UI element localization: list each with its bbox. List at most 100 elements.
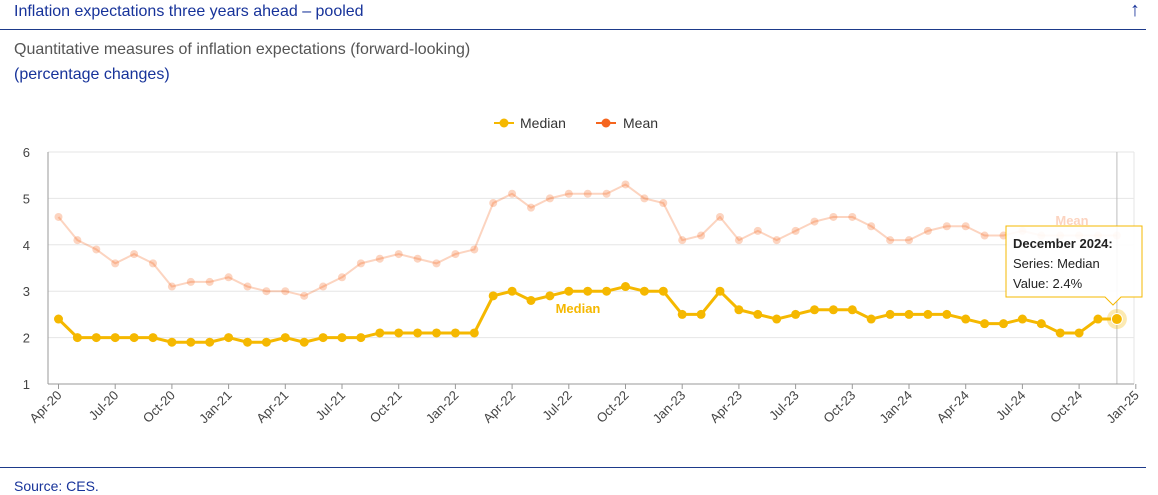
x-tick-label: Jul-23 xyxy=(766,388,802,424)
data-point-median xyxy=(923,309,933,319)
x-tick-label: Apr-21 xyxy=(253,388,291,426)
data-point-median xyxy=(526,295,536,305)
tooltip-value: Value: 2.4% xyxy=(1013,276,1083,291)
data-point-median xyxy=(110,333,120,343)
series-label-mean: Mean xyxy=(1055,213,1088,228)
data-point-median xyxy=(866,314,876,324)
x-tick-label: Oct-20 xyxy=(140,388,178,426)
data-point-median xyxy=(696,309,706,319)
data-point-mean xyxy=(829,212,838,221)
data-point-median xyxy=(980,319,990,329)
series-median: Median xyxy=(54,282,1127,347)
back-to-top-arrow-icon[interactable]: ↑ xyxy=(1130,0,1140,21)
data-point-median xyxy=(450,328,460,338)
data-point-mean xyxy=(583,189,592,198)
data-point-mean xyxy=(111,259,120,268)
data-point-median xyxy=(810,305,819,315)
data-point-mean xyxy=(281,287,290,296)
data-point-mean xyxy=(527,203,535,212)
x-tick-label: Oct-22 xyxy=(593,388,631,426)
x-tick-label: Apr-22 xyxy=(480,388,518,426)
x-tick-label: Oct-24 xyxy=(1047,388,1085,426)
chart-units: (percentage changes) xyxy=(14,66,170,83)
data-point-median xyxy=(639,286,649,296)
data-point-mean xyxy=(432,259,441,268)
data-point-mean xyxy=(149,259,157,268)
y-tick-label: 2 xyxy=(23,331,30,346)
x-tick-label: Apr-24 xyxy=(934,388,972,426)
y-tick-label: 6 xyxy=(23,145,30,160)
data-point-median xyxy=(488,291,498,301)
x-tick-label: Oct-23 xyxy=(820,388,858,426)
chart-grid xyxy=(47,151,1135,385)
data-point-mean xyxy=(734,236,743,245)
data-point-median xyxy=(621,282,630,292)
source-note: Source: CES. xyxy=(14,478,99,494)
data-point-median xyxy=(828,305,838,315)
x-tick-label: Apr-23 xyxy=(707,388,745,426)
chart-subtitle: Quantitative measures of inflation expec… xyxy=(14,41,471,58)
legend-label: Median xyxy=(520,115,566,131)
data-point-mean xyxy=(753,226,762,235)
data-point-median xyxy=(999,319,1008,329)
x-tick-label: Jul-22 xyxy=(539,388,575,424)
footer-divider xyxy=(0,467,1146,468)
data-point-mean xyxy=(980,231,989,240)
data-point-mean xyxy=(848,212,857,221)
data-point-mean xyxy=(564,189,573,198)
data-point-median xyxy=(54,314,63,324)
data-point-mean xyxy=(262,287,271,296)
data-point-median xyxy=(583,286,593,296)
y-tick-label: 1 xyxy=(23,377,30,392)
data-point-median xyxy=(1074,328,1084,338)
data-point-median xyxy=(261,337,271,347)
chart-tooltip: December 2024: Series: Median Value: 2.4% xyxy=(1005,225,1143,306)
data-point-mean xyxy=(356,259,365,268)
data-point-mean xyxy=(224,273,233,282)
data-point-mean xyxy=(961,222,970,231)
data-point-median xyxy=(91,333,101,343)
chart-legend: Median Mean xyxy=(494,115,658,131)
data-point-median xyxy=(734,305,744,315)
data-point-mean xyxy=(319,282,328,291)
x-tick-label: Jul-24 xyxy=(993,388,1029,424)
data-point-median xyxy=(791,309,801,319)
x-tick-label: Jul-21 xyxy=(312,388,348,424)
y-tick-label: 5 xyxy=(23,191,30,206)
x-tick-label: Jan-21 xyxy=(196,388,235,427)
data-point-median xyxy=(545,291,555,301)
data-point-mean xyxy=(394,250,403,259)
data-point-median xyxy=(1055,328,1065,338)
data-point-median xyxy=(318,333,328,343)
data-point-mean xyxy=(659,199,668,208)
data-point-mean xyxy=(810,217,819,226)
data-point-mean xyxy=(640,194,649,203)
legend-label: Mean xyxy=(623,115,658,131)
data-point-median xyxy=(772,314,782,324)
data-point-mean xyxy=(73,236,82,245)
x-tick-label: Jan-23 xyxy=(650,388,689,427)
data-point-mean xyxy=(545,194,554,203)
data-point-median xyxy=(243,337,252,347)
data-point-median xyxy=(205,337,215,347)
legend-swatch-dot xyxy=(499,118,509,128)
data-point-median xyxy=(564,286,574,296)
data-point-median xyxy=(677,309,687,319)
data-point-mean xyxy=(205,277,214,286)
data-point-median xyxy=(72,333,82,343)
data-point-mean xyxy=(243,282,252,291)
data-point-median xyxy=(148,333,158,343)
data-point-mean xyxy=(92,245,101,254)
series-line-mean xyxy=(57,183,1117,297)
data-point-mean xyxy=(867,222,876,231)
data-point-mean xyxy=(470,245,479,254)
x-tick-label: Jan-22 xyxy=(423,388,462,427)
data-point-mean xyxy=(489,199,498,208)
data-point-mean xyxy=(602,189,611,198)
data-point-mean xyxy=(678,236,687,245)
data-point-mean xyxy=(923,226,932,235)
data-point-mean xyxy=(130,250,139,259)
data-point-median xyxy=(885,309,895,319)
section-header: Inflation expectations three years ahead… xyxy=(0,0,1146,30)
tooltip-series: Series: Median xyxy=(1013,256,1100,271)
